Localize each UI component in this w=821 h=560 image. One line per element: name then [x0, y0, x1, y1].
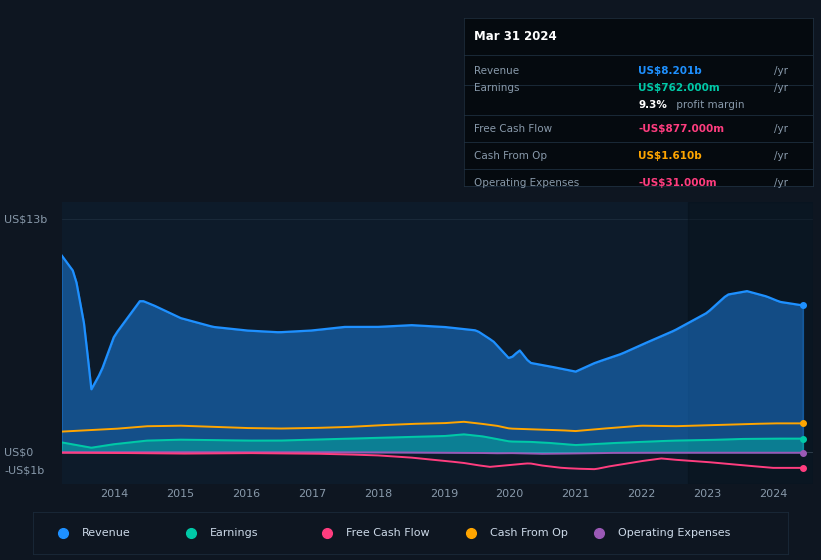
- Text: /yr: /yr: [774, 151, 788, 161]
- Text: /yr: /yr: [774, 178, 788, 188]
- Text: Cash From Op: Cash From Op: [475, 151, 548, 161]
- Text: -US$31.000m: -US$31.000m: [639, 178, 717, 188]
- Text: Operating Expenses: Operating Expenses: [618, 529, 731, 538]
- Text: US$762.000m: US$762.000m: [639, 83, 720, 94]
- Text: US$13b: US$13b: [4, 214, 48, 225]
- Text: Cash From Op: Cash From Op: [490, 529, 567, 538]
- Text: Revenue: Revenue: [82, 529, 131, 538]
- Text: Free Cash Flow: Free Cash Flow: [475, 124, 553, 134]
- Bar: [688, 202, 813, 484]
- Text: US$0: US$0: [4, 447, 34, 457]
- Text: US$1.610b: US$1.610b: [639, 151, 702, 161]
- Text: Earnings: Earnings: [475, 83, 520, 94]
- Text: profit margin: profit margin: [673, 100, 745, 110]
- Text: Revenue: Revenue: [475, 66, 520, 76]
- Text: Operating Expenses: Operating Expenses: [475, 178, 580, 188]
- Text: Free Cash Flow: Free Cash Flow: [346, 529, 430, 538]
- Text: -US$1b: -US$1b: [4, 465, 44, 475]
- Text: -US$877.000m: -US$877.000m: [639, 124, 724, 134]
- Text: 9.3%: 9.3%: [639, 100, 667, 110]
- Text: Earnings: Earnings: [210, 529, 259, 538]
- Text: /yr: /yr: [774, 83, 788, 94]
- Text: /yr: /yr: [774, 124, 788, 134]
- Text: Mar 31 2024: Mar 31 2024: [475, 30, 557, 43]
- Text: /yr: /yr: [774, 66, 788, 76]
- Text: US$8.201b: US$8.201b: [639, 66, 702, 76]
